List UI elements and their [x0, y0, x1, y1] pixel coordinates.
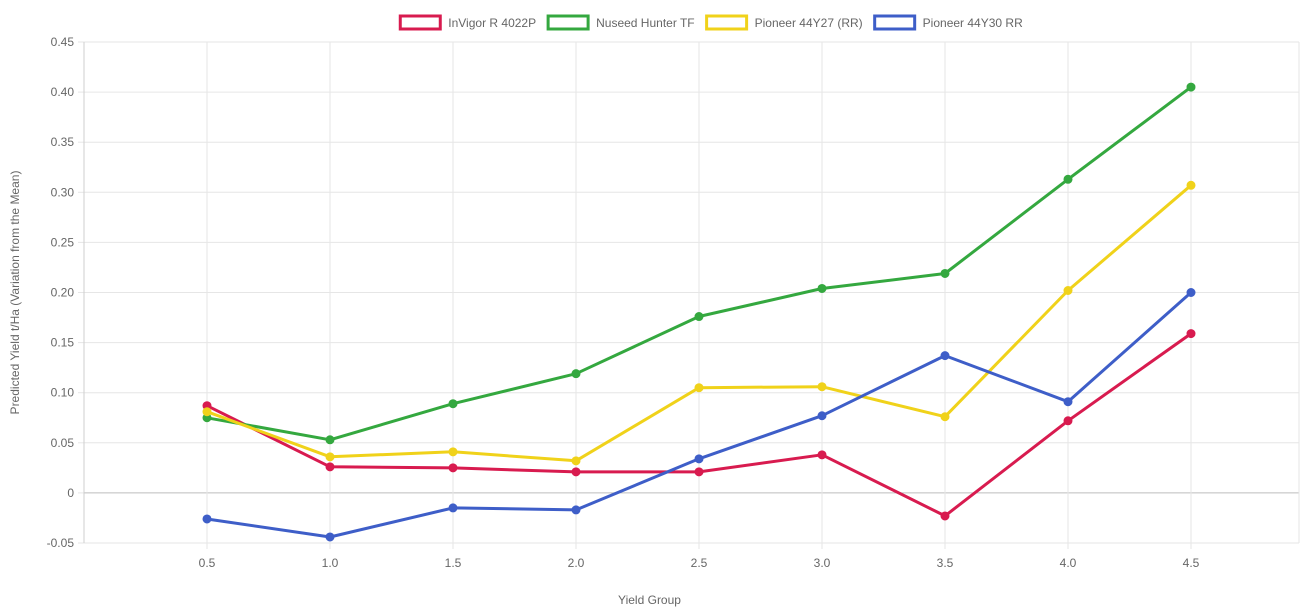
- y-tick-label: 0.45: [51, 35, 75, 49]
- series-4: [202, 288, 1196, 542]
- data-point: [940, 412, 950, 422]
- data-point: [1186, 180, 1196, 190]
- data-point: [817, 283, 827, 293]
- data-point: [1063, 397, 1073, 407]
- y-tick-label: 0.05: [51, 436, 75, 450]
- data-point: [1186, 82, 1196, 92]
- y-tick-label: 0.40: [51, 85, 75, 99]
- legend-item: InVigor R 4022P: [398, 14, 536, 31]
- data-point: [1186, 288, 1196, 297]
- data-point: [1063, 285, 1073, 295]
- legend-label: Nuseed Hunter TF: [596, 16, 695, 30]
- x-tick-label: 3.0: [814, 556, 831, 570]
- y-axis-title: Predicted Yield t/Ha (Variation from the…: [8, 171, 22, 415]
- data-point: [571, 505, 581, 515]
- x-tick-label: 3.5: [937, 556, 954, 570]
- legend-label: InVigor R 4022P: [448, 16, 536, 30]
- data-point: [940, 268, 950, 278]
- y-tick-label: 0: [67, 486, 74, 500]
- legend: InVigor R 4022P Nuseed Hunter TF Pioneer 4…: [398, 14, 1023, 31]
- data-point: [694, 383, 704, 393]
- y-tick-label: 0.35: [51, 135, 75, 149]
- data-point: [694, 467, 704, 477]
- legend-item: Pioneer 44Y30 RR: [873, 14, 1023, 31]
- data-point: [571, 467, 581, 477]
- data-point: [202, 514, 212, 524]
- series-1: [202, 329, 1196, 521]
- data-point: [940, 511, 950, 521]
- data-point: [694, 454, 704, 464]
- legend-swatch: [398, 14, 442, 31]
- data-point: [202, 407, 212, 417]
- x-tick-label: 2.5: [691, 556, 708, 570]
- axes: -0.05 0 0.05 0.10 0.15 0.20 0.25 0.30 0.35 0.40 0.…: [47, 35, 1200, 570]
- y-tick-label: 0.10: [51, 386, 75, 400]
- data-point: [1063, 174, 1073, 184]
- legend-swatch: [546, 14, 590, 31]
- data-point: [571, 456, 581, 466]
- x-tick-label: 2.0: [568, 556, 585, 570]
- legend-item: Nuseed Hunter TF: [546, 14, 695, 31]
- data-point: [817, 382, 827, 392]
- y-tick-label: 0.20: [51, 286, 75, 300]
- legend-label: Pioneer 44Y30 RR: [923, 16, 1023, 30]
- data-point: [448, 503, 458, 513]
- x-tick-label: 1.0: [322, 556, 339, 570]
- y-tick-label: -0.05: [47, 536, 75, 550]
- series-3: [202, 180, 1196, 466]
- x-tick-label: 0.5: [199, 556, 216, 570]
- data-point: [1063, 416, 1073, 426]
- data-point: [1186, 329, 1196, 339]
- grid: [84, 41, 1300, 544]
- series-2: [202, 82, 1196, 445]
- data-point: [940, 351, 950, 361]
- data-point: [448, 463, 458, 473]
- data-point: [694, 312, 704, 322]
- data-point: [448, 447, 458, 457]
- legend-swatch: [705, 14, 749, 31]
- data-point: [325, 452, 335, 462]
- y-tick-label: 0.25: [51, 235, 75, 249]
- data-point: [448, 399, 458, 409]
- y-tick-label: 0.15: [51, 336, 75, 350]
- x-axis-title: Yield Group: [618, 593, 681, 607]
- y-tick-label: 0.30: [51, 185, 75, 199]
- data-point: [325, 462, 335, 472]
- x-tick-label: 4.0: [1060, 556, 1077, 570]
- legend-swatch: [873, 14, 917, 31]
- legend-item: Pioneer 44Y27 (RR): [705, 14, 863, 31]
- data-point: [325, 532, 335, 542]
- x-tick-label: 1.5: [445, 556, 462, 570]
- data-point: [571, 369, 581, 379]
- data-point: [817, 411, 827, 421]
- data-point: [325, 435, 335, 445]
- data-point: [817, 450, 827, 460]
- series: [202, 82, 1196, 542]
- legend-label: Pioneer 44Y27 (RR): [755, 16, 863, 30]
- x-tick-label: 4.5: [1183, 556, 1200, 570]
